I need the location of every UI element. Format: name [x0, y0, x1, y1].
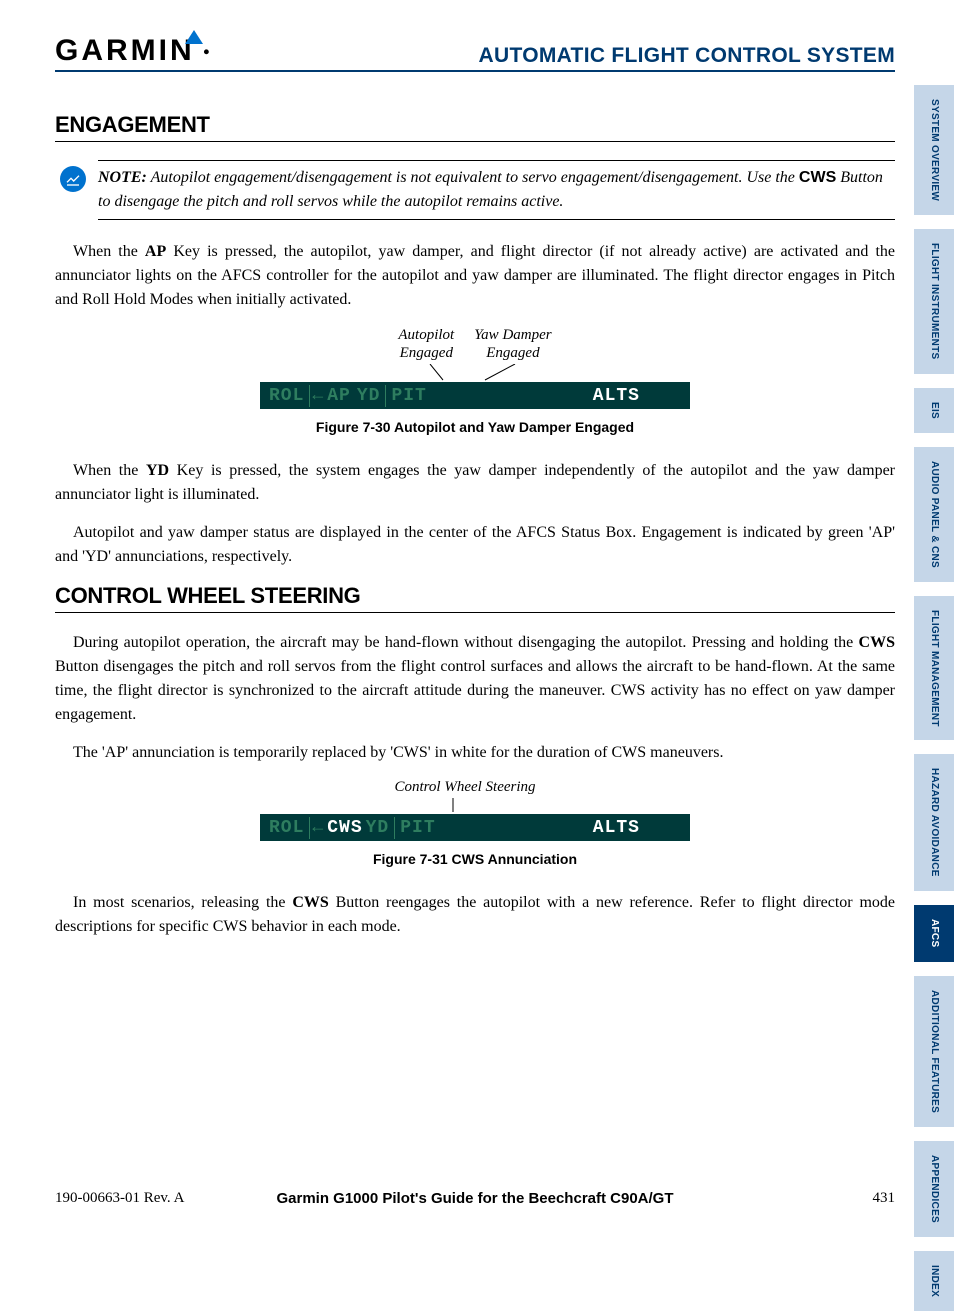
callout-yawdamper: Yaw Damper Engaged — [474, 326, 551, 362]
status-rol-2: ROL — [266, 818, 307, 838]
yd-key: YD — [146, 462, 169, 479]
status-pit-2: PIT — [397, 818, 438, 838]
status-ap: AP — [324, 386, 354, 406]
side-tab[interactable]: INDEX — [914, 1251, 954, 1311]
cws-button-key: CWS — [859, 634, 895, 651]
para1-b: Key is pressed, the autopilot, yaw dampe… — [55, 243, 895, 308]
side-tab[interactable]: HAZARD AVOIDANCE — [914, 754, 954, 891]
fig1-callouts: Autopilot Engaged Yaw Damper Engaged — [398, 326, 551, 362]
ap-key: AP — [145, 243, 166, 260]
note-cws-key: CWS — [799, 169, 836, 186]
callout-autopilot: Autopilot Engaged — [398, 326, 454, 362]
engagement-para-2: When the YD Key is pressed, the system e… — [55, 459, 895, 507]
page-header: GARMIN . AUTOMATIC FLIGHT CONTROL SYSTEM — [55, 28, 895, 72]
cws-para-1: During autopilot operation, the aircraft… — [55, 631, 895, 727]
side-tabs: SYSTEM OVERVIEW FLIGHT INSTRUMENTS EIS AUDI… — [914, 85, 954, 1311]
side-tab[interactable]: FLIGHT INSTRUMENTS — [914, 229, 954, 374]
engagement-heading: ENGAGEMENT — [55, 112, 895, 142]
status-pit: PIT — [388, 386, 429, 406]
figure-7-30: Autopilot Engaged Yaw Damper Engaged ROL… — [55, 326, 895, 435]
cws-para-3: In most scenarios, releasing the CWS But… — [55, 891, 895, 939]
side-tab[interactable]: SYSTEM OVERVIEW — [914, 85, 954, 215]
afcs-status-bar-1: ROL ←AP YD PIT ALTS — [260, 382, 690, 409]
side-tab[interactable]: AFCS — [914, 905, 954, 961]
logo-triangle-icon — [185, 30, 203, 44]
note-label: NOTE: — [98, 169, 147, 186]
engagement-para-3: Autopilot and yaw damper status are disp… — [55, 521, 895, 569]
cws-callout: Control Wheel Steering — [394, 779, 535, 796]
cws-p3-a: In most scenarios, releasing the — [73, 894, 292, 911]
fig1-caption: Figure 7-30 Autopilot and Yaw Damper Eng… — [316, 419, 634, 435]
arrow-left-icon: ← — [312, 818, 324, 838]
arrow-left-icon: ← — [312, 386, 324, 406]
page-footer: 190-00663-01 Rev. A Garmin G1000 Pilot's… — [55, 1190, 895, 1207]
engagement-para-1: When the AP Key is pressed, the autopilo… — [55, 240, 895, 312]
figure-7-31: Control Wheel Steering ROL ←CWSYD PIT AL… — [55, 779, 895, 867]
status-alts-2: ALTS — [593, 818, 640, 838]
status-rol: ROL — [266, 386, 307, 406]
divider-icon — [385, 385, 386, 407]
status-yd: YD — [354, 386, 384, 406]
cws-button-key-2: CWS — [292, 894, 328, 911]
page-number: 431 — [873, 1190, 896, 1207]
para2-b: Key is pressed, the system engages the y… — [55, 462, 895, 503]
logo-period: . — [203, 28, 211, 62]
cws-p1-a: During autopilot operation, the aircraft… — [73, 634, 859, 651]
garmin-logo: GARMIN . — [55, 28, 210, 68]
content-area: ENGAGEMENT NOTE: Autopilot engagement/di… — [55, 112, 895, 939]
afcs-status-bar-2: ROL ←CWSYD PIT ALTS — [260, 814, 690, 841]
cws-para-2: The 'AP' annunciation is temporarily rep… — [55, 741, 895, 765]
side-tab[interactable]: APPENDICES — [914, 1141, 954, 1237]
side-tab[interactable]: ADDITIONAL FEATURES — [914, 976, 954, 1127]
pointer-lines-icon — [375, 364, 575, 382]
logo-text: GARMIN — [55, 34, 195, 68]
side-tab[interactable]: FLIGHT MANAGEMENT — [914, 596, 954, 741]
page-container: GARMIN . AUTOMATIC FLIGHT CONTROL SYSTEM… — [0, 0, 905, 939]
note-text: NOTE: Autopilot engagement/disengagement… — [98, 160, 895, 220]
footer-title: Garmin G1000 Pilot's Guide for the Beech… — [276, 1190, 673, 1207]
side-tab[interactable]: AUDIO PANEL & CNS — [914, 447, 954, 582]
status-alts: ALTS — [593, 386, 640, 406]
doc-ref: 190-00663-01 Rev. A — [55, 1190, 184, 1207]
divider-icon — [309, 385, 310, 407]
note-icon — [60, 166, 86, 192]
status-cws: CWS — [324, 818, 365, 838]
pointer-line-icon — [375, 798, 575, 814]
side-tab[interactable]: EIS — [914, 388, 954, 433]
callout-yd-2: Engaged — [486, 345, 539, 361]
note-text-1: Autopilot engagement/disengagement is no… — [147, 169, 799, 186]
para1-a: When the — [73, 243, 145, 260]
cws-p1-b: Button disengages the pitch and roll ser… — [55, 658, 895, 723]
callout-ap-1: Autopilot — [398, 327, 454, 343]
divider-icon — [309, 817, 310, 839]
fig2-caption: Figure 7-31 CWS Annunciation — [373, 851, 577, 867]
cws-heading: CONTROL WHEEL STEERING — [55, 583, 895, 613]
note-block: NOTE: Autopilot engagement/disengagement… — [60, 160, 895, 220]
callout-yd-1: Yaw Damper — [474, 327, 551, 343]
divider-icon — [394, 817, 395, 839]
para2-a: When the — [73, 462, 146, 479]
header-title: AUTOMATIC FLIGHT CONTROL SYSTEM — [479, 44, 895, 68]
status-yd-2: YD — [366, 818, 393, 838]
callout-ap-2: Engaged — [400, 345, 453, 361]
